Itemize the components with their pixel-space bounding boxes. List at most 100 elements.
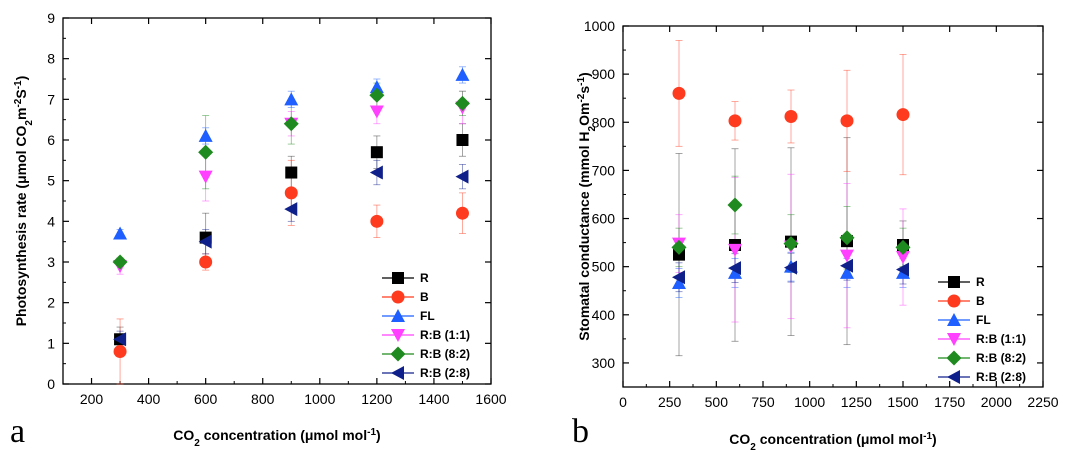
data-point-triangle-down xyxy=(369,105,384,119)
x-tick-label: 800 xyxy=(251,391,275,407)
data-point-triangle-up xyxy=(284,92,299,106)
x-tick-label: 2000 xyxy=(981,394,1012,410)
legend-marker-triangle-left xyxy=(947,370,960,384)
panel-label: b xyxy=(572,413,589,450)
data-point-circle xyxy=(728,114,742,128)
data-point-circle xyxy=(672,86,686,100)
panel-label: a xyxy=(10,413,25,450)
legend-label: R:B (2:8) xyxy=(420,366,470,380)
data-point-diamond xyxy=(454,95,470,111)
data-point-triangle-down xyxy=(896,251,910,265)
data-point-triangle-up xyxy=(113,226,128,240)
y-tick-label: 0 xyxy=(47,376,55,392)
legend-label: R xyxy=(420,271,429,285)
data-point-triangle-left xyxy=(840,258,853,273)
data-point-diamond xyxy=(112,254,128,270)
data-point-triangle-down xyxy=(728,243,742,257)
legend-marker-triangle-left xyxy=(391,366,404,380)
y-tick-label: 900 xyxy=(592,66,616,82)
data-point-triangle-left xyxy=(455,169,469,184)
x-tick-label: 500 xyxy=(705,394,729,410)
data-point-circle xyxy=(370,214,384,228)
legend-label: FL xyxy=(976,313,991,327)
y-tick-label: 600 xyxy=(592,211,616,227)
x-tick-label: 750 xyxy=(751,394,775,410)
legend-label: R:B (8:2) xyxy=(976,351,1026,365)
chart-a: 200 400 600 800 1000 1200 1400 1600 0 1 2 3 4 5 6 7 8 9 CO… xyxy=(10,10,507,450)
data-point-diamond xyxy=(895,239,911,255)
data-point-diamond xyxy=(283,116,299,132)
legend-label: FL xyxy=(420,309,435,323)
y-tick-label: 5 xyxy=(47,173,55,189)
legend-marker-triangle-up xyxy=(391,309,405,322)
x-tick-label: 2250 xyxy=(1027,394,1058,410)
y-tick-label: 800 xyxy=(592,114,616,130)
data-point-diamond xyxy=(198,144,214,160)
data-point-triangle-left xyxy=(369,165,383,180)
data-point-square xyxy=(456,134,469,146)
x-tick-label: 1000 xyxy=(304,391,335,407)
data-point-triangle-up xyxy=(369,80,384,94)
legend-marker-circle xyxy=(391,290,405,304)
y-axis-label: Stomatal conductance (mmol H2Om-2s-1) xyxy=(576,72,598,340)
x-tick-label: 600 xyxy=(194,391,218,407)
legend-marker-triangle-down xyxy=(947,333,961,346)
legend-marker-circle xyxy=(947,294,961,308)
legend-label: R:B (2:8) xyxy=(976,370,1026,384)
data-point-triangle-up xyxy=(455,67,470,81)
legend-label: B xyxy=(420,290,429,304)
data-point-circle xyxy=(896,108,910,122)
data-point-triangle-up xyxy=(672,276,686,290)
x-tick-label: 1750 xyxy=(934,394,965,410)
legend-marker-diamond xyxy=(946,350,962,366)
x-tick-label: 1600 xyxy=(475,391,506,407)
y-tick-label: 6 xyxy=(47,132,55,148)
data-point-diamond xyxy=(839,230,855,246)
x-axis-label: CO2 concentration (μmol mol-1) xyxy=(173,427,380,449)
data-point-triangle-up xyxy=(198,128,213,142)
data-point-square xyxy=(370,146,383,159)
legend-marker-square xyxy=(948,276,960,288)
legend-label: B xyxy=(976,294,985,308)
legend-label: R:B (1:1) xyxy=(420,328,470,342)
y-tick-label: 700 xyxy=(592,162,616,178)
y-tick-label: 3 xyxy=(47,254,55,270)
data-point-triangle-left xyxy=(113,332,127,347)
data-point-square xyxy=(285,166,298,179)
data-point-circle xyxy=(784,109,798,123)
x-tick-label: 1500 xyxy=(887,394,918,410)
y-tick-label: 7 xyxy=(47,91,55,107)
data-point-triangle-left xyxy=(284,202,298,217)
data-point-diamond xyxy=(783,236,799,252)
x-tick-label: 400 xyxy=(137,391,161,407)
chart-b: 0 250 500 750 1000 1250 1500 1750 2000 2250 300 400… xyxy=(572,18,1059,452)
data-point-circle xyxy=(199,255,213,269)
x-tick-label: 250 xyxy=(658,394,682,410)
data-point-circle xyxy=(284,186,298,200)
x-tick-label: 1250 xyxy=(841,394,872,410)
y-tick-label: 4 xyxy=(47,213,55,229)
data-point-triangle-left xyxy=(784,260,797,275)
legend-label: R:B (1:1) xyxy=(976,332,1026,346)
legend-marker-diamond xyxy=(390,346,406,362)
y-tick-label: 300 xyxy=(592,355,616,371)
data-point-triangle-up xyxy=(728,265,742,279)
data-point-circle xyxy=(455,206,469,220)
x-tick-label: 1200 xyxy=(361,391,392,407)
data-point-triangle-left xyxy=(198,234,212,249)
x-tick-label: 200 xyxy=(80,391,104,407)
data-point-circle xyxy=(840,114,854,128)
y-tick-label: 1000 xyxy=(584,18,615,34)
y-tick-label: 2 xyxy=(47,295,55,311)
x-tick-label: 0 xyxy=(619,394,627,410)
legend-marker-square xyxy=(392,272,404,284)
data-point-triangle-left xyxy=(896,262,909,277)
y-tick-label: 500 xyxy=(592,259,616,275)
x-tick-label: 1000 xyxy=(794,394,825,410)
x-tick-label: 1400 xyxy=(418,391,449,407)
legend-label: R xyxy=(976,275,985,289)
data-point-triangle-left xyxy=(672,270,685,285)
data-point-diamond xyxy=(671,239,687,255)
data-point-triangle-up xyxy=(840,265,854,279)
